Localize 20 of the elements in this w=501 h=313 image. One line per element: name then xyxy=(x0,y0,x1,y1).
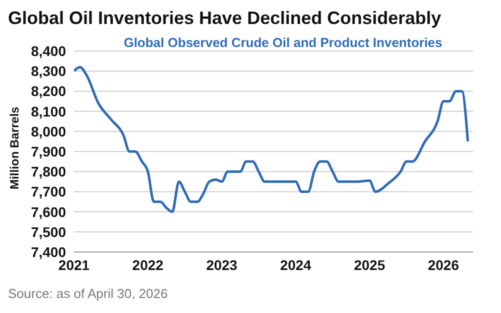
y-axis-title: Million Barrels xyxy=(7,106,21,189)
x-tick-label: 2025 xyxy=(354,256,386,273)
y-tick-label: 7,800 xyxy=(30,164,66,180)
source-note: Source: as of April 30, 2026 xyxy=(8,286,169,301)
y-tick-label: 8,300 xyxy=(30,63,66,80)
y-tick-label: 8,400 xyxy=(30,42,66,59)
y-tick-label: 7,700 xyxy=(30,184,66,200)
x-tick-label: 2022 xyxy=(132,256,164,273)
y-tick-label: 7,600 xyxy=(30,204,66,220)
x-tick-label: 2023 xyxy=(206,256,238,273)
x-tick-label: 2024 xyxy=(280,256,312,273)
line-series xyxy=(74,66,470,214)
x-tick-label: 2026 xyxy=(428,256,460,273)
y-tick-label: 8,100 xyxy=(30,103,66,120)
y-tick-label: 7,500 xyxy=(30,224,66,240)
chart-title: Global Oil Inventories Have Declined Considerably xyxy=(8,8,442,29)
y-tick-label: 8,000 xyxy=(30,123,66,140)
y-tick-label: 7,900 xyxy=(30,143,66,160)
y-tick-label: 8,200 xyxy=(30,83,66,100)
chart-subtitle: Global Observed Crude Oil and Product Inventories xyxy=(122,35,444,50)
